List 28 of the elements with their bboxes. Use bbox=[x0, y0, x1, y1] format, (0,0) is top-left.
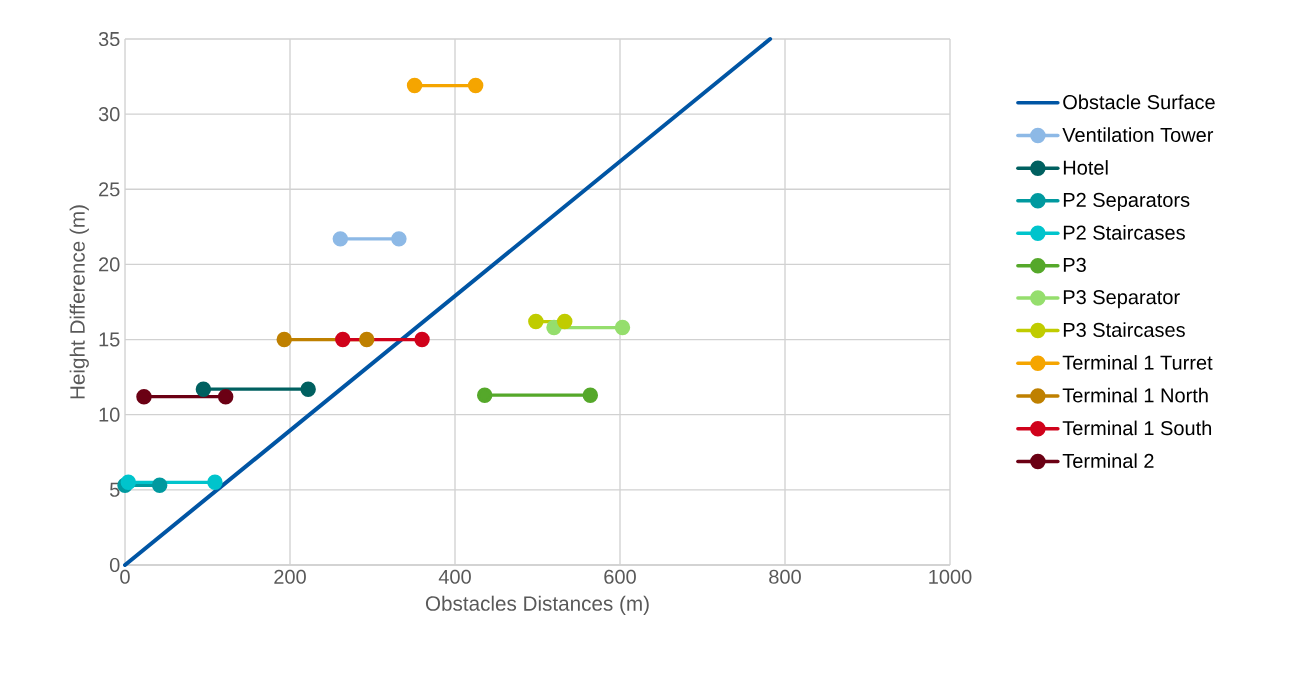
legend-label: Terminal 2 bbox=[1062, 453, 1154, 469]
legend-label: P3 Staircases bbox=[1063, 322, 1185, 337]
y-tick-label: 25 bbox=[99, 182, 120, 197]
x-tick-label: 400 bbox=[438, 569, 471, 584]
legend-label: Terminal 1 North bbox=[1062, 387, 1208, 403]
x-tick-label: 0 bbox=[120, 569, 130, 584]
legend-label: P3 Separator bbox=[1063, 290, 1180, 309]
y-tick-label: 10 bbox=[99, 407, 120, 422]
x-tick-label: 200 bbox=[274, 569, 306, 584]
legend-label: P3 bbox=[1063, 257, 1086, 272]
legend-label: Ventilation Tower bbox=[1062, 127, 1214, 143]
legend-label: Terminal 1 Turret bbox=[1062, 355, 1213, 370]
legend-label: Hotel bbox=[1063, 160, 1108, 175]
x-axis-title: Obstacles Distances (m) bbox=[425, 595, 649, 615]
legend-label: P2 Separators bbox=[1063, 192, 1190, 211]
x-tick-label: 1000 bbox=[929, 569, 972, 584]
x-tick-label: 800 bbox=[769, 569, 801, 584]
y-tick-label: 5 bbox=[109, 482, 120, 497]
x-tick-label: 600 bbox=[604, 569, 636, 584]
y-tick-label: 35 bbox=[98, 31, 120, 47]
y-tick-label: 15 bbox=[99, 332, 120, 347]
y-axis-title: Height Difference (m) bbox=[69, 205, 89, 399]
legend-label: Terminal 1 South bbox=[1062, 420, 1212, 436]
legend-label: Obstacle Surface bbox=[1063, 94, 1215, 110]
legend-label: P2 Staircases bbox=[1063, 225, 1185, 240]
y-tick-label: 20 bbox=[99, 257, 120, 272]
y-tick-label: 30 bbox=[98, 107, 120, 122]
y-tick-label: 0 bbox=[109, 557, 120, 573]
